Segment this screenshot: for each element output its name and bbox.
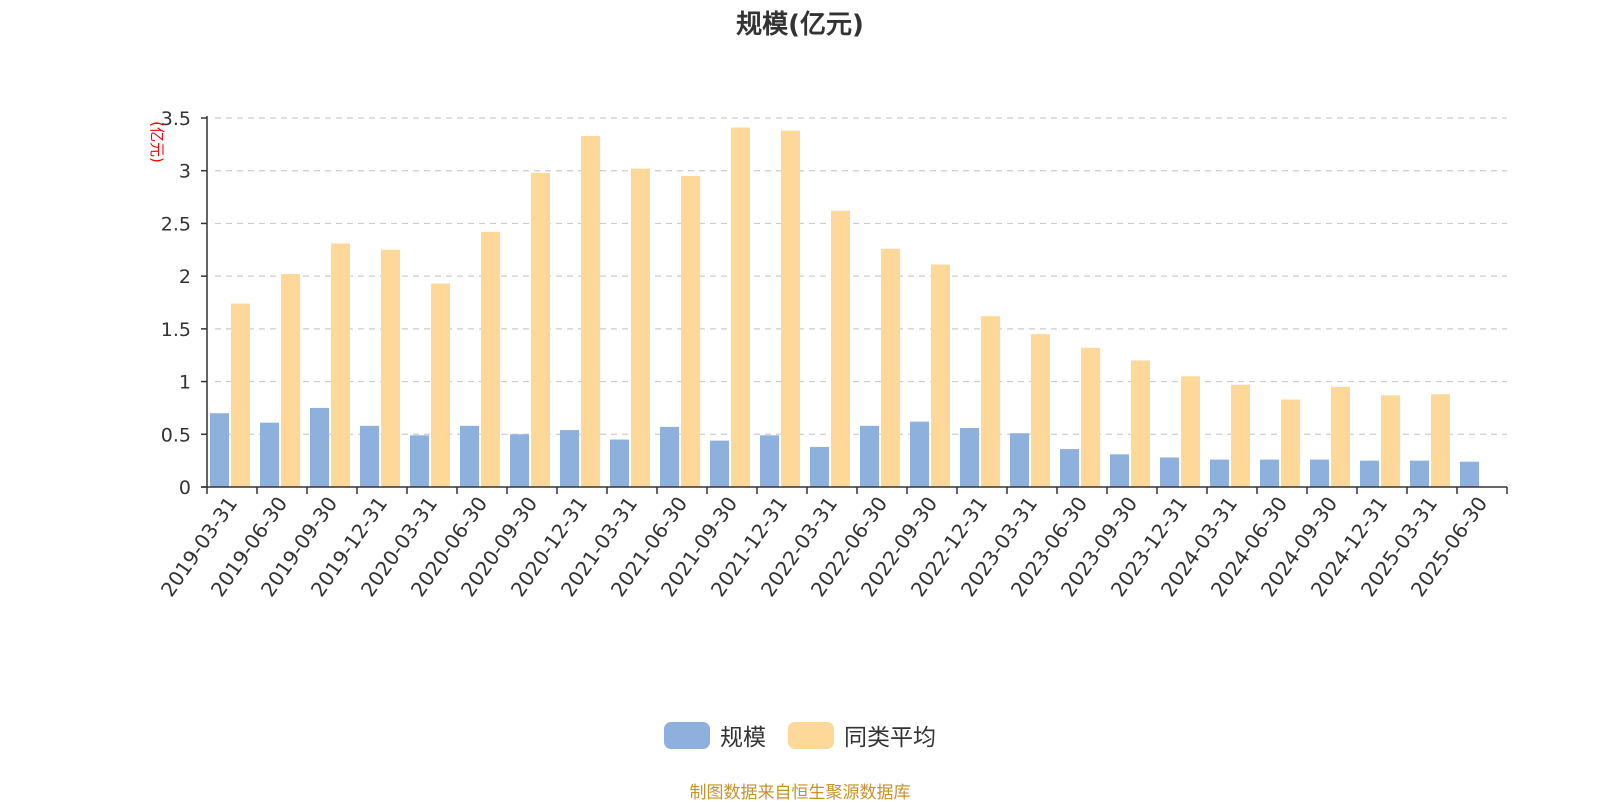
legend: 规模 同类平均 — [0, 718, 1600, 752]
y-tick-label: 0 — [179, 477, 191, 499]
bar-peer-average[interactable] — [781, 130, 800, 487]
bar-peer-average[interactable] — [1231, 384, 1250, 487]
bar-scale[interactable] — [460, 425, 479, 487]
bar-peer-average[interactable] — [681, 175, 700, 487]
bar-peer-average[interactable] — [1281, 399, 1300, 487]
y-tick-labels: 0 0.5 1 1.5 2 2.5 3 3.5 — [161, 108, 191, 499]
bar-scale[interactable] — [910, 421, 929, 487]
grid-lines — [215, 117, 1507, 435]
bar-peer-average[interactable] — [1131, 360, 1150, 487]
bar-peer-average[interactable] — [881, 248, 900, 487]
bar-peer-average[interactable] — [1431, 394, 1450, 487]
y-tick-label: 2 — [179, 266, 191, 288]
bar-peer-average[interactable] — [381, 249, 400, 487]
bar-scale[interactable] — [1060, 449, 1079, 487]
y-tick-label: 0.5 — [161, 424, 191, 446]
bar-peer-average[interactable] — [631, 168, 650, 487]
bar-peer-average[interactable] — [1031, 334, 1050, 487]
bar-peer-average[interactable] — [581, 135, 600, 487]
bar-scale[interactable] — [1460, 461, 1479, 487]
bar-peer-average[interactable] — [431, 283, 450, 487]
y-unit-label: (亿元) — [148, 121, 166, 163]
bar-scale[interactable] — [610, 439, 629, 487]
bar-peer-average[interactable] — [1381, 395, 1400, 487]
legend-swatch-peer-average — [788, 721, 834, 749]
legend-item-peer-average[interactable]: 同类平均 — [788, 718, 936, 752]
bar-scale[interactable] — [410, 435, 429, 487]
bar-scale[interactable] — [1310, 459, 1329, 487]
bar-scale[interactable] — [960, 427, 979, 487]
bar-scale[interactable] — [510, 434, 529, 487]
bar-scale[interactable] — [560, 430, 579, 487]
bar-scale[interactable] — [1160, 457, 1179, 487]
y-tick-label: 3.5 — [161, 108, 191, 130]
bar-scale[interactable] — [710, 440, 729, 487]
y-tick-label: 1 — [179, 372, 191, 394]
y-tick-label: 1.5 — [161, 319, 191, 341]
bar-scale[interactable] — [1210, 459, 1229, 487]
bar-scale[interactable] — [760, 435, 779, 487]
bar-peer-average[interactable] — [1181, 376, 1200, 487]
bar-scale[interactable] — [810, 446, 829, 487]
legend-label-peer-average: 同类平均 — [844, 725, 936, 751]
bar-peer-average[interactable] — [231, 303, 250, 487]
bar-peer-average[interactable] — [331, 243, 350, 487]
bar-scale[interactable] — [1110, 454, 1129, 487]
bar-peer-average[interactable] — [1331, 386, 1350, 487]
bar-scale[interactable] — [360, 425, 379, 487]
bar-peer-average[interactable] — [931, 264, 950, 487]
bar-scale[interactable] — [1410, 460, 1429, 487]
bar-scale[interactable] — [260, 422, 279, 487]
bar-peer-average[interactable] — [1081, 347, 1100, 487]
source-note: 制图数据来自恒生聚源数据库 — [689, 783, 911, 803]
chart-title: 规模(亿元) — [736, 10, 864, 40]
bar-peer-average[interactable] — [731, 127, 750, 487]
x-tick-labels: 2019-03-312019-06-302019-09-302019-12-31… — [156, 492, 1492, 601]
bar-scale[interactable] — [860, 425, 879, 487]
bar-peer-average[interactable] — [481, 231, 500, 487]
bar-scale[interactable] — [1010, 433, 1029, 487]
bar-scale[interactable] — [310, 407, 329, 487]
legend-item-scale[interactable]: 规模 — [664, 718, 766, 752]
bar-peer-average[interactable] — [831, 210, 850, 487]
bar-scale[interactable] — [210, 413, 229, 487]
legend-label-scale: 规模 — [720, 725, 766, 751]
bar-peer-average[interactable] — [981, 316, 1000, 487]
bar-scale[interactable] — [660, 426, 679, 487]
y-tick-label: 2.5 — [161, 213, 191, 235]
bar-scale[interactable] — [1260, 459, 1279, 487]
bar-peer-average[interactable] — [281, 274, 300, 487]
bars — [210, 127, 1479, 487]
axes — [201, 116, 1508, 494]
legend-swatch-scale — [664, 721, 710, 749]
bar-scale[interactable] — [1360, 460, 1379, 487]
y-tick-label: 3 — [179, 161, 191, 183]
bar-peer-average[interactable] — [531, 172, 550, 487]
